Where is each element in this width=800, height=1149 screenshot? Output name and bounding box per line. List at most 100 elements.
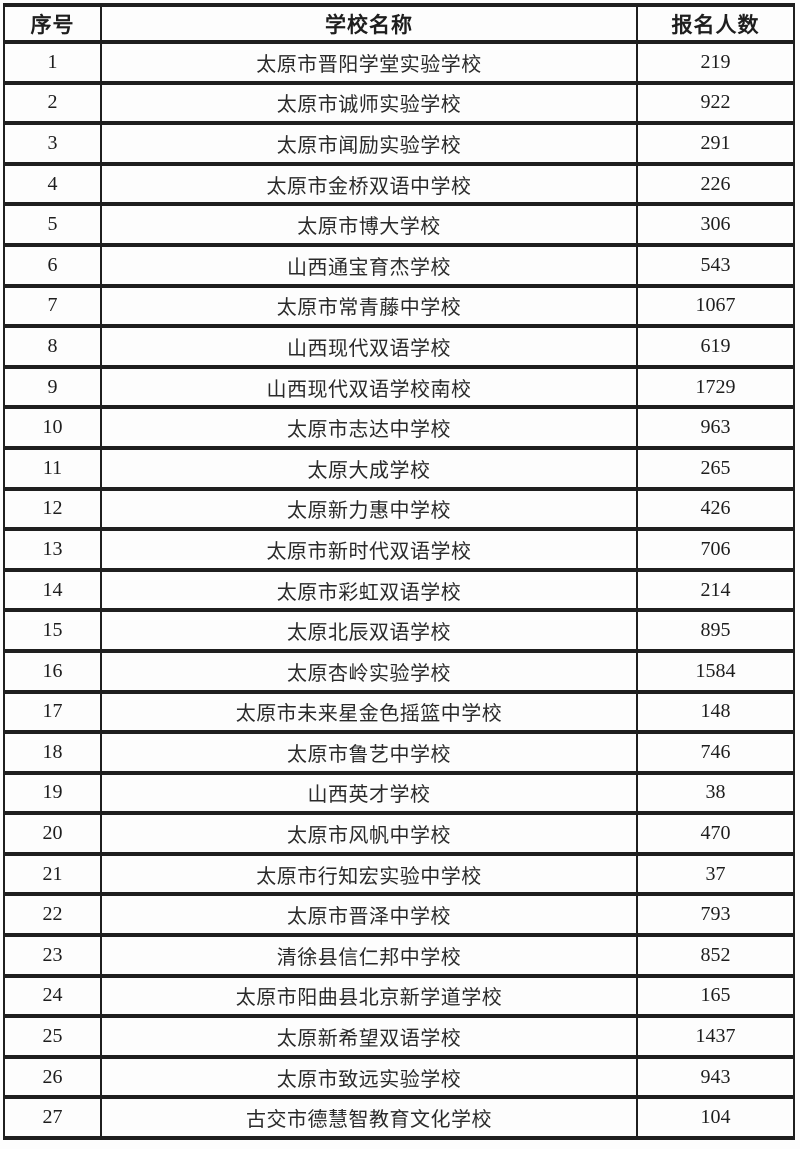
enroll-count-cell: 1067 — [636, 283, 795, 329]
row-index-cell: 17 — [3, 689, 102, 735]
school-name-cell: 太原大成学校 — [100, 445, 638, 491]
table-row: 11 太原大成学校 265 — [3, 445, 795, 491]
row-index-cell: 20 — [3, 811, 102, 856]
table-row: 8 山西现代双语学校 619 — [3, 324, 795, 369]
table-row: 26 太原市致远实验学校 943 — [3, 1054, 795, 1100]
school-name-cell: 山西现代双语学校 — [100, 324, 638, 369]
table-row: 24 太原市阳曲县北京新学道学校 165 — [3, 973, 795, 1019]
school-name-cell: 太原新希望双语学校 — [100, 1014, 638, 1059]
school-name-cell: 山西英才学校 — [100, 770, 638, 816]
school-name-cell: 清徐县信仁邦中学校 — [100, 933, 638, 978]
enroll-count-cell: 104 — [636, 1095, 795, 1141]
table-row: 10 太原市志达中学校 963 — [3, 405, 795, 450]
row-index-cell: 19 — [3, 770, 102, 816]
table-row: 2 太原市诚师实验学校 922 — [3, 80, 795, 126]
table-row: 15 太原北辰双语学校 895 — [3, 608, 795, 653]
column-header-school-name: 学校名称 — [100, 3, 638, 44]
school-name-cell: 太原市风帆中学校 — [100, 811, 638, 856]
enroll-count-cell: 265 — [636, 445, 795, 491]
enroll-count-cell: 37 — [636, 851, 795, 897]
row-index-cell: 26 — [3, 1054, 102, 1100]
enroll-count-cell: 543 — [636, 242, 795, 288]
row-index-cell: 3 — [3, 121, 102, 166]
row-index-cell: 5 — [3, 202, 102, 247]
school-name-cell: 太原市志达中学校 — [100, 405, 638, 450]
enroll-count-cell: 38 — [636, 770, 795, 816]
school-name-cell: 太原市晋泽中学校 — [100, 892, 638, 938]
school-name-cell: 太原市诚师实验学校 — [100, 80, 638, 126]
row-index-cell: 1 — [3, 40, 102, 85]
enroll-count-cell: 219 — [636, 40, 795, 85]
row-index-cell: 27 — [3, 1095, 102, 1141]
school-name-cell: 太原市阳曲县北京新学道学校 — [100, 973, 638, 1019]
row-index-cell: 11 — [3, 445, 102, 491]
school-name-cell: 太原市致远实验学校 — [100, 1054, 638, 1100]
row-index-cell: 6 — [3, 242, 102, 288]
enroll-count-cell: 619 — [636, 324, 795, 369]
row-index-cell: 14 — [3, 567, 102, 613]
row-index-cell: 24 — [3, 973, 102, 1019]
table-row: 16 太原杏岭实验学校 1584 — [3, 648, 795, 694]
row-index-cell: 8 — [3, 324, 102, 369]
table-body: 1 太原市晋阳学堂实验学校 219 2 太原市诚师实验学校 922 3 太原市闻励实验学校 29… — [3, 40, 795, 1141]
header-row: 序号 学校名称 报名人数 — [3, 3, 795, 44]
table-row: 7 太原市常青藤中学校 1067 — [3, 283, 795, 329]
row-index-cell: 16 — [3, 648, 102, 694]
school-name-cell: 太原市彩虹双语学校 — [100, 567, 638, 613]
school-name-cell: 古交市德慧智教育文化学校 — [100, 1095, 638, 1141]
enroll-count-cell: 214 — [636, 567, 795, 613]
row-index-cell: 21 — [3, 851, 102, 897]
school-name-cell: 太原市闻励实验学校 — [100, 121, 638, 166]
enroll-count-cell: 746 — [636, 730, 795, 775]
row-index-cell: 2 — [3, 80, 102, 126]
enroll-count-cell: 1729 — [636, 364, 795, 410]
school-name-cell: 太原市博大学校 — [100, 202, 638, 247]
row-index-cell: 12 — [3, 486, 102, 532]
row-index-cell: 23 — [3, 933, 102, 978]
enroll-count-cell: 706 — [636, 527, 795, 572]
row-index-cell: 25 — [3, 1014, 102, 1059]
school-name-cell: 太原市未来星金色摇篮中学校 — [100, 689, 638, 735]
school-name-cell: 太原市晋阳学堂实验学校 — [100, 40, 638, 85]
table-row: 1 太原市晋阳学堂实验学校 219 — [3, 40, 795, 85]
row-index-cell: 18 — [3, 730, 102, 775]
enroll-count-cell: 1584 — [636, 648, 795, 694]
table-row: 27 古交市德慧智教育文化学校 104 — [3, 1095, 795, 1141]
table-row: 17 太原市未来星金色摇篮中学校 148 — [3, 689, 795, 735]
table-row: 14 太原市彩虹双语学校 214 — [3, 567, 795, 613]
table-row: 21 太原市行知宏实验中学校 37 — [3, 851, 795, 897]
school-name-cell: 山西通宝育杰学校 — [100, 242, 638, 288]
row-index-cell: 15 — [3, 608, 102, 653]
enroll-count-cell: 963 — [636, 405, 795, 450]
row-index-cell: 22 — [3, 892, 102, 938]
enroll-count-cell: 922 — [636, 80, 795, 126]
enroll-count-cell: 1437 — [636, 1014, 795, 1059]
table-row: 3 太原市闻励实验学校 291 — [3, 121, 795, 166]
enroll-count-cell: 148 — [636, 689, 795, 735]
school-name-cell: 太原市常青藤中学校 — [100, 283, 638, 329]
enroll-count-cell: 895 — [636, 608, 795, 653]
table-row: 19 山西英才学校 38 — [3, 770, 795, 816]
school-name-cell: 太原市新时代双语学校 — [100, 527, 638, 572]
school-name-cell: 太原杏岭实验学校 — [100, 648, 638, 694]
table-row: 20 太原市风帆中学校 470 — [3, 811, 795, 856]
table-row: 9 山西现代双语学校南校 1729 — [3, 364, 795, 410]
row-index-cell: 10 — [3, 405, 102, 450]
school-name-cell: 太原北辰双语学校 — [100, 608, 638, 653]
school-name-cell: 山西现代双语学校南校 — [100, 364, 638, 410]
table-row: 18 太原市鲁艺中学校 746 — [3, 730, 795, 775]
enroll-count-cell: 852 — [636, 933, 795, 978]
enroll-count-cell: 226 — [636, 161, 795, 207]
table-row: 6 山西通宝育杰学校 543 — [3, 242, 795, 288]
enroll-count-cell: 470 — [636, 811, 795, 856]
school-name-cell: 太原市行知宏实验中学校 — [100, 851, 638, 897]
row-index-cell: 7 — [3, 283, 102, 329]
row-index-cell: 9 — [3, 364, 102, 410]
enroll-count-cell: 943 — [636, 1054, 795, 1100]
table-row: 25 太原新希望双语学校 1437 — [3, 1014, 795, 1059]
table-row: 5 太原市博大学校 306 — [3, 202, 795, 247]
table-row: 23 清徐县信仁邦中学校 852 — [3, 933, 795, 978]
school-enrollment-table: 序号 学校名称 报名人数 1 太原市晋阳学堂实验学校 219 2 太原市诚师实验学校 92… — [3, 3, 795, 1141]
enroll-count-cell: 306 — [636, 202, 795, 247]
